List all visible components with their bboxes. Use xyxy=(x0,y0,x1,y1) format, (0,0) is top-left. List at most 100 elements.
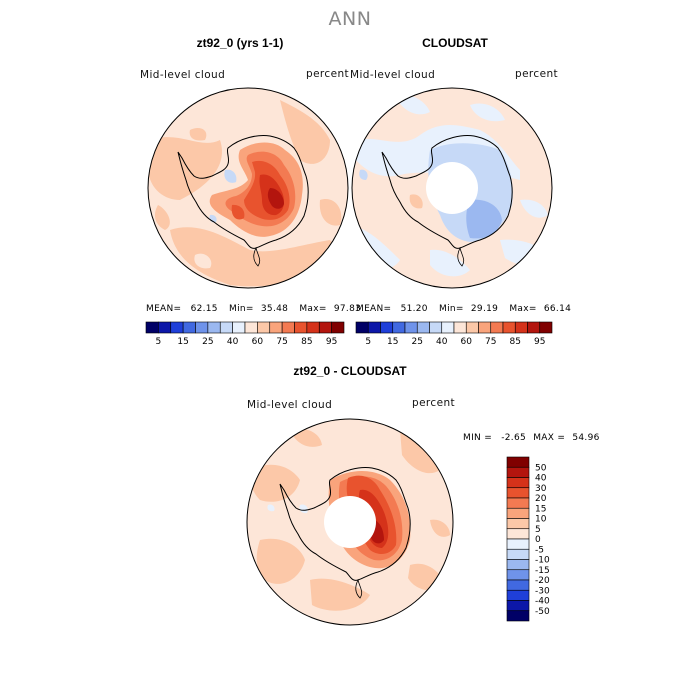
difference-colorbar-tick-label: 10 xyxy=(535,515,547,525)
panel-1-colorbar-swatch xyxy=(232,321,246,334)
panel-3-title: zt92_0 - CLOUDSAT xyxy=(293,364,407,378)
panel-2-min-value: 29.19 xyxy=(470,304,499,314)
panel-1-min-value: 35.48 xyxy=(260,304,289,314)
panel-1-min-label: Min= xyxy=(229,304,254,314)
difference-colorbar-tick-label: 30 xyxy=(535,484,547,494)
panel-2-variable-label: Mid-level cloud xyxy=(350,69,436,81)
panel-2-units-label: percent xyxy=(515,68,559,80)
panel-1-colorbar-swatch xyxy=(207,321,221,334)
difference-colorbar-swatch xyxy=(506,579,530,591)
panel-2-colorbar-swatch xyxy=(392,321,406,334)
difference-colorbar-swatch xyxy=(506,600,530,612)
panel-2-colorbar-tick-label: 85 xyxy=(510,337,521,347)
panel-1-colorbar-tick-label: 75 xyxy=(276,337,287,347)
panel-1-variable-label: Mid-level cloud xyxy=(140,69,226,81)
panel-2-colorbar-swatch xyxy=(514,321,528,334)
difference-colorbar-swatch xyxy=(506,538,530,550)
panel-1-max-label: Max= xyxy=(299,304,327,314)
panel-2-colorbar-swatch xyxy=(404,321,418,334)
panel-2-map xyxy=(351,87,553,289)
panel-2-title: CLOUDSAT xyxy=(422,36,488,50)
panel-2-colorbar-swatch xyxy=(355,321,369,334)
panel-2-colorbar: 5 15 25 40 60 75 85 95 xyxy=(355,321,553,347)
difference-colorbar-swatch xyxy=(506,518,530,530)
panel-1-colorbar-swatch xyxy=(306,321,320,334)
panel-1-colorbar-swatch xyxy=(158,321,172,334)
figure-title: ANN xyxy=(328,8,372,30)
panel-1-colorbar-swatch xyxy=(170,321,184,334)
panel-1-colorbar-tick-label: 95 xyxy=(326,337,337,347)
panel-2-colorbar-swatch xyxy=(527,321,541,334)
difference-colorbar-swatch xyxy=(506,497,530,509)
panel-2-mean-label: MEAN= xyxy=(356,304,392,314)
difference-colorbar-swatch xyxy=(506,589,530,601)
panel-1-colorbar-swatch xyxy=(182,321,196,334)
panel-2-colorbar-swatch xyxy=(429,321,443,334)
panel-3-units-label: percent xyxy=(412,397,456,409)
panel-3-min-label: MIN = xyxy=(463,433,493,443)
difference-colorbar-tick-label: -15 xyxy=(535,566,550,576)
difference-colorbar-tick-label: -50 xyxy=(535,607,550,617)
difference-colorbar-swatch xyxy=(506,559,530,571)
panel-3-min-value: -2.65 xyxy=(501,433,527,443)
panel-1-colorbar-tick-label: 40 xyxy=(227,337,239,347)
panel-1-max-value: 97.83 xyxy=(333,304,362,314)
panel-2-stats: MEAN= 51.20 Min= 29.19 Max= 66.14 xyxy=(356,304,571,314)
panel-1-colorbar-swatch xyxy=(257,321,271,334)
panel-2-mean-value: 51.20 xyxy=(400,304,428,314)
difference-colorbar-tick-label: 50 xyxy=(535,463,547,473)
panel-3-map xyxy=(246,418,454,626)
panel-1-colorbar-swatch xyxy=(219,321,233,334)
panel-1-stats: MEAN= 62.15 Min= 35.48 Max= 97.83 xyxy=(146,304,361,314)
panel-2-colorbar-swatch xyxy=(367,321,381,334)
panel-2-colorbar-swatch xyxy=(441,321,455,334)
panel-1-colorbar-tick-label: 15 xyxy=(177,337,188,347)
panel-3-variable-label: Mid-level cloud xyxy=(247,399,333,411)
panel-2-colorbar-tick-label: 5 xyxy=(365,337,371,347)
difference-colorbar-tick-label: 20 xyxy=(535,494,547,504)
difference-colorbar-tick-label: -10 xyxy=(535,556,550,566)
panel-2-max-label: Max= xyxy=(509,304,537,314)
panel-1-colorbar-swatch xyxy=(281,321,295,334)
panel-2-colorbar-swatch xyxy=(416,321,430,334)
panel-1-mean-value: 62.15 xyxy=(190,304,218,314)
panel-1-colorbar-swatch xyxy=(269,321,283,334)
panel-1-colorbar-tick-label: 5 xyxy=(156,337,162,347)
difference-colorbar-tick-label: -40 xyxy=(535,597,550,607)
panel-1-title: zt92_0 (yrs 1-1) xyxy=(196,36,284,50)
panel-2-colorbar-tick-label: 25 xyxy=(412,337,423,347)
panel-2-colorbar-tick-label: 60 xyxy=(461,337,473,347)
difference-colorbar-tick-label: -5 xyxy=(535,545,544,555)
panel-2-min-label: Min= xyxy=(439,304,464,314)
panel-1-colorbar-swatch xyxy=(244,321,258,334)
panel-2-colorbar-tick-label: 95 xyxy=(534,337,545,347)
difference-colorbar-swatch xyxy=(506,507,530,519)
difference-colorbar-tick-label: 40 xyxy=(535,474,547,484)
panel-2-colorbar-swatch xyxy=(453,321,467,334)
panel-1-colorbar-swatch xyxy=(318,321,332,334)
panel-2-colorbar-swatch xyxy=(478,321,492,334)
panel-1-map xyxy=(147,87,349,289)
difference-colorbar-swatch xyxy=(506,528,530,540)
panel-3-max-value: 54.96 xyxy=(572,433,600,443)
panel-1-colorbar-tick-label: 85 xyxy=(301,337,312,347)
panel-2-colorbar-swatch xyxy=(380,321,394,334)
panel-3-stats: MIN = -2.65 MAX = 54.96 xyxy=(463,433,600,443)
panel-1-colorbar-swatch xyxy=(145,321,159,334)
panel-2-colorbar-tick-label: 15 xyxy=(387,337,398,347)
panel-2-max-value: 66.14 xyxy=(543,304,572,314)
panel-1-units-label: percent xyxy=(306,68,350,80)
difference-colorbar-swatch xyxy=(506,548,530,560)
panel-3-max-label: MAX = xyxy=(533,433,566,443)
panel-1-colorbar-tick-label: 25 xyxy=(202,337,213,347)
panel-2-colorbar-swatch xyxy=(490,321,504,334)
difference-colorbar-tick-label: -20 xyxy=(535,576,550,586)
difference-colorbar-tick-label: 5 xyxy=(535,525,541,535)
difference-colorbar-swatch xyxy=(506,610,530,622)
panel-1-colorbar-swatch xyxy=(331,321,345,334)
difference-colorbar-tick-label: -30 xyxy=(535,586,550,596)
panel-1-mean-label: MEAN= xyxy=(146,304,182,314)
panel-1-colorbar-swatch xyxy=(195,321,209,334)
